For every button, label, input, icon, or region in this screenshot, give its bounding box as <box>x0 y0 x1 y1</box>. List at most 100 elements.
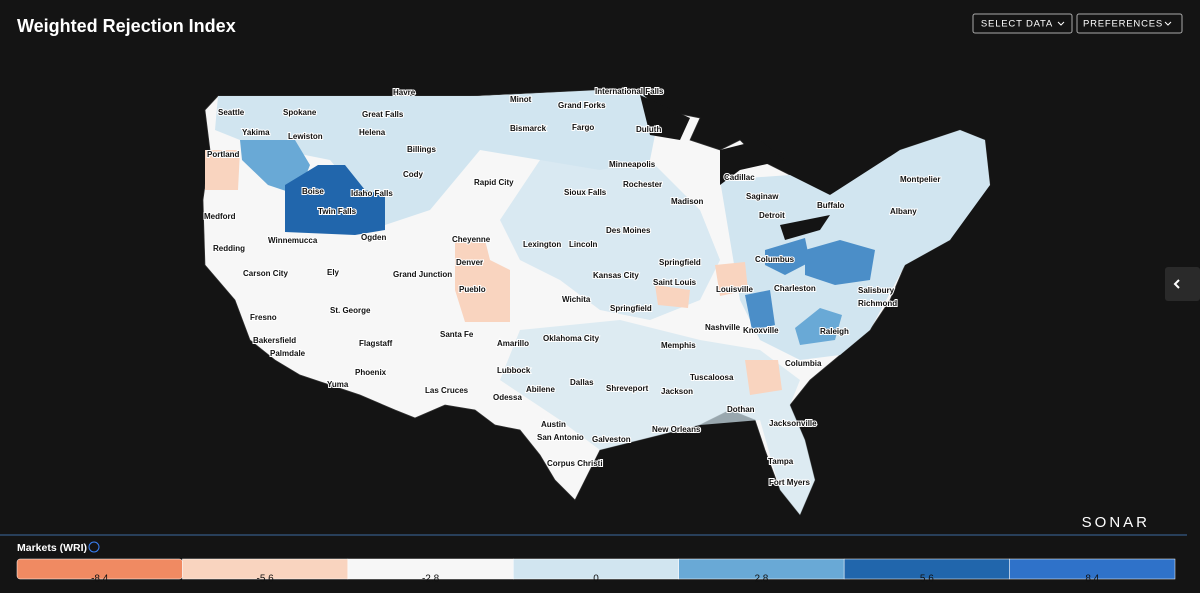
city-label: Redding <box>213 244 245 253</box>
city-label: Shreveport <box>606 384 649 393</box>
city-label: Winnemucca <box>268 236 318 245</box>
legend-label: 2.8 <box>754 574 768 585</box>
region <box>205 150 240 190</box>
city-label: Richmond <box>858 299 897 308</box>
city-label: Medford <box>204 212 236 221</box>
city-label: Detroit <box>759 211 785 220</box>
city-label: Austin <box>541 420 566 429</box>
region <box>455 240 510 322</box>
region <box>745 290 775 330</box>
city-label: Bismarck <box>510 124 547 133</box>
us-map: Seattle Spokane Havre Minot International Fa… <box>202 86 991 516</box>
page-title: Weighted Rejection Index <box>17 16 236 36</box>
city-label: Salisbury <box>858 286 895 295</box>
city-label: Oklahoma City <box>543 334 600 343</box>
city-label: Lincoln <box>569 240 598 249</box>
city-label: Buffalo <box>817 201 845 210</box>
chevron <box>1173 279 1180 289</box>
city-label: Montpelier <box>900 175 940 184</box>
city-label: Tampa <box>768 457 794 466</box>
city-label: Wichita <box>562 295 591 304</box>
select-data-label[interactable]: SELECT DATA <box>981 19 1053 30</box>
city-label: Idaho Falls <box>351 189 393 198</box>
city-label: Fort Myers <box>769 478 810 487</box>
legend-label: 0 <box>593 574 599 585</box>
city-label: Lewiston <box>288 132 323 141</box>
city-label: Seattle <box>218 108 245 117</box>
city-label: Boise <box>302 187 324 196</box>
city-label: Dallas <box>570 378 594 387</box>
region <box>715 262 748 296</box>
city-label: Great Falls <box>362 110 404 119</box>
city-label: Yuma <box>327 380 349 389</box>
city-label: Cadillac <box>724 173 755 182</box>
city-label: Knoxville <box>743 326 779 335</box>
city-label: Lexington <box>523 240 561 249</box>
city-label: St. George <box>330 306 371 315</box>
city-label: Louisville <box>716 285 753 294</box>
city-label: Memphis <box>661 341 696 350</box>
city-label: Flagstaff <box>359 339 393 348</box>
chevron <box>1164 21 1172 26</box>
preferences-label[interactable]: PREFERENCES <box>1083 19 1163 30</box>
city-label: Ogden <box>361 233 386 242</box>
city-label: Rochester <box>623 180 662 189</box>
preferences-button[interactable] <box>1076 13 1183 34</box>
city-label: Madison <box>671 197 704 206</box>
region <box>795 308 842 345</box>
city-label: Grand Junction <box>393 270 452 279</box>
city-label: Portland <box>207 150 240 159</box>
city-label: Helena <box>359 128 386 137</box>
city-label: Corpus Christi <box>547 459 603 468</box>
city-label: Grand Forks <box>558 101 606 110</box>
region <box>765 238 810 275</box>
city-label: Pueblo <box>459 285 486 294</box>
region <box>805 240 875 285</box>
city-label: Minneapolis <box>609 160 656 169</box>
city-label: Cody <box>403 170 424 179</box>
city-label: Fargo <box>572 123 594 132</box>
city-label: Rapid City <box>474 178 514 187</box>
city-label: Minot <box>510 95 532 104</box>
city-label: Kansas City <box>593 271 639 280</box>
select-data-button[interactable] <box>972 13 1073 34</box>
info-icon[interactable] <box>88 541 100 553</box>
city-label: Amarillo <box>497 339 529 348</box>
legend-label: -5.6 <box>257 574 275 585</box>
side-panel-toggle[interactable] <box>1165 267 1200 301</box>
city-label: Denver <box>456 258 483 267</box>
legend-label: -2.8 <box>422 574 440 585</box>
city-label: Charleston <box>774 284 816 293</box>
city-label: Spokane <box>283 108 317 117</box>
city-label: International Falls <box>595 87 664 96</box>
legend-label: 8.4 <box>1085 574 1099 585</box>
city-label: Twin Falls <box>318 207 357 216</box>
chevron <box>1057 21 1065 26</box>
city-label: Carson City <box>243 269 288 278</box>
city-label: Sioux Falls <box>564 188 607 197</box>
region <box>215 90 660 225</box>
city-label: Phoenix <box>355 368 387 377</box>
city-label: Billings <box>407 145 436 154</box>
legend-swatch <box>1009 558 1176 580</box>
city-label: Abilene <box>526 385 555 394</box>
city-label: Havre <box>393 88 416 97</box>
city-label: Fresno <box>250 313 277 322</box>
region <box>285 165 385 235</box>
lake <box>640 95 690 140</box>
city-label: Albany <box>890 207 917 216</box>
city-label: Yakima <box>242 128 270 137</box>
city-label: Santa Fe <box>440 330 474 339</box>
city-label: Palmdale <box>270 349 306 358</box>
city-label: Bakersfield <box>253 336 296 345</box>
city-label: Columbus <box>755 255 795 264</box>
city-label: Tuscaloosa <box>690 373 734 382</box>
brand: SONAR <box>1082 514 1150 531</box>
city-label: Jackson <box>661 387 693 396</box>
city-label: Lubbock <box>497 366 531 375</box>
city-label: Cheyenne <box>452 235 491 244</box>
city-label: Des Moines <box>606 226 651 235</box>
city-label: Dothan <box>727 405 755 414</box>
